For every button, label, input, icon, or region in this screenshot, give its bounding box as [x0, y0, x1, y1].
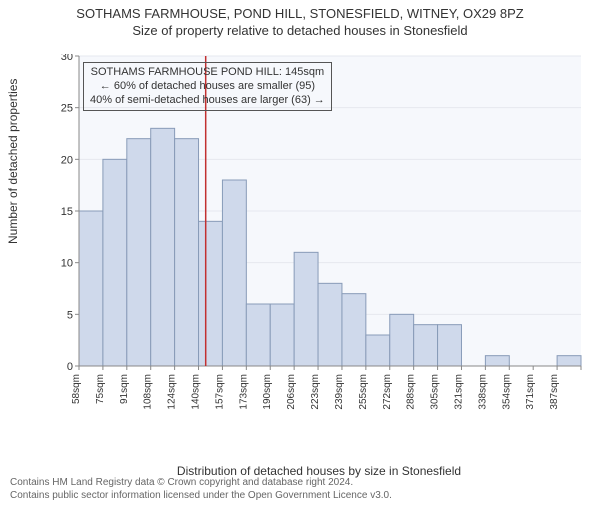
y-axis-label: Number of detached properties: [6, 79, 20, 244]
histogram-bar: [175, 139, 199, 366]
histogram-bar: [103, 159, 127, 366]
anno-line-property: SOTHAMS FARMHOUSE POND HILL: 145sqm: [90, 66, 325, 80]
x-tick-label: 255sqm: [358, 374, 369, 410]
histogram-bar: [222, 180, 246, 366]
x-axis-label: Distribution of detached houses by size …: [55, 464, 583, 478]
histogram-bar: [342, 294, 366, 366]
x-tick-label: 354sqm: [501, 374, 512, 410]
x-tick-label: 108sqm: [143, 374, 154, 410]
y-tick-label: 30: [61, 54, 73, 63]
histogram-bar: [127, 139, 151, 366]
histogram-bar: [366, 335, 390, 366]
histogram-bar: [270, 304, 294, 366]
x-tick-label: 140sqm: [191, 374, 202, 410]
x-tick-label: 371sqm: [525, 374, 536, 410]
x-tick-label: 190sqm: [262, 374, 273, 410]
x-tick-label: 288sqm: [406, 374, 417, 410]
y-tick-label: 5: [67, 309, 73, 321]
histogram-bar: [151, 128, 175, 366]
histogram-bar: [390, 314, 414, 366]
chart-subtitle: Size of property relative to detached ho…: [0, 23, 600, 38]
histogram-bar: [246, 304, 270, 366]
histogram-bar: [485, 356, 509, 366]
plot-area: 0 5 10 15 20 25 30 58sqm 75sqm 91sqm 108sqm 124sqm 1…: [55, 54, 583, 414]
chart-supertitle: SOTHAMS FARMHOUSE, POND HILL, STONESFIEL…: [0, 6, 600, 21]
histogram-bar: [294, 252, 318, 366]
x-tick-label: 91sqm: [119, 374, 130, 404]
x-tick-label: 206sqm: [286, 374, 297, 410]
x-tick-label: 75sqm: [95, 374, 106, 404]
y-tick-label: 25: [61, 103, 73, 115]
histogram-bar: [438, 325, 462, 366]
y-tick-label: 20: [61, 154, 73, 166]
histogram-bar: [557, 356, 581, 366]
footer-attribution: Contains HM Land Registry data © Crown c…: [10, 477, 392, 502]
x-tick-label: 223sqm: [310, 374, 321, 410]
histogram-bar: [318, 283, 342, 366]
y-tick-label: 10: [61, 258, 73, 270]
footer-line-1: Contains HM Land Registry data © Crown c…: [10, 477, 392, 490]
histogram-bar: [199, 221, 223, 366]
x-tick-label: 124sqm: [167, 374, 178, 410]
x-tick-label: 239sqm: [334, 374, 345, 410]
x-tick-label: 272sqm: [382, 374, 393, 410]
footer-line-2: Contains public sector information licen…: [10, 490, 392, 503]
anno-line-larger: 40% of semi-detached houses are larger (…: [90, 94, 325, 108]
x-tick-label: 387sqm: [549, 374, 560, 410]
x-tick-label: 321sqm: [453, 374, 464, 410]
y-tick-label: 15: [61, 206, 73, 218]
x-tick-label: 157sqm: [214, 374, 225, 410]
y-tick-label: 0: [67, 361, 73, 373]
anno-line-smaller: ← 60% of detached houses are smaller (95…: [90, 80, 325, 94]
x-tick-label: 338sqm: [477, 374, 488, 410]
reference-annotation-box: SOTHAMS FARMHOUSE POND HILL: 145sqm ← 60…: [83, 62, 332, 111]
x-tick-label: 305sqm: [430, 374, 441, 410]
histogram-bar: [79, 211, 103, 366]
histogram-bar: [414, 325, 438, 366]
x-tick-label: 58sqm: [71, 374, 82, 404]
x-tick-label: 173sqm: [238, 374, 249, 410]
